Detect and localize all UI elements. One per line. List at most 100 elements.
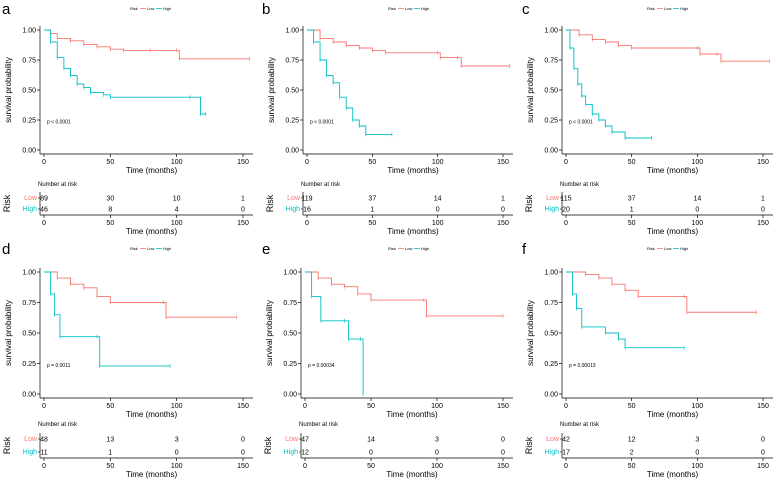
panel-letter: e [262, 241, 270, 258]
y-tick-label: 0.75 [283, 300, 297, 307]
risk-table-title: Number at risk [560, 422, 600, 428]
p-value: p = 0.00034 [308, 363, 335, 369]
risk-row-label-high: High [23, 449, 38, 456]
risk-value-low: 1 [761, 196, 765, 203]
risk-row-label-low: Low [285, 436, 299, 443]
y-tick-label: 0.25 [283, 361, 297, 368]
x-tick-label: 100 [432, 159, 444, 166]
y-tick-label: 0.25 [544, 118, 558, 125]
risk-value-low: 10 [173, 196, 181, 203]
risk-value-low: 37 [628, 196, 636, 203]
legend: Risk Low High [130, 6, 171, 11]
y-tick-label: 0.50 [285, 88, 299, 95]
x-axis-title: Time (months) [647, 166, 699, 175]
risk-value-low: 115 [560, 196, 571, 203]
p-value: p = 0.00013 [569, 363, 596, 369]
risk-value-low: 12 [628, 437, 636, 444]
risk-value-high: 0 [241, 207, 245, 214]
curve-low [307, 29, 510, 67]
risk-value-low: 47 [301, 437, 309, 444]
panel-letter: c [522, 1, 530, 18]
risk-x-tick-label: 0 [303, 463, 307, 470]
curve-low [44, 29, 250, 60]
y-tick-label: 0.00 [285, 148, 299, 155]
x-tick-label: 100 [171, 159, 183, 166]
risk-row-label-low: Low [546, 436, 560, 443]
risk-x-tick-label: 0 [42, 220, 46, 227]
y-tick-label: 0.75 [544, 58, 558, 65]
risk-value-high: 11 [40, 450, 47, 457]
risk-table-title: Number at risk [301, 182, 341, 188]
y-tick-label: 0.50 [22, 88, 36, 95]
legend-label-low: Low [405, 6, 412, 11]
curve-high [44, 271, 171, 367]
legend-label-low: Low [405, 246, 412, 251]
risk-x-axis-title: Time (months) [387, 227, 439, 236]
legend-title: Risk [388, 246, 396, 251]
legend: Risk Low High [647, 246, 688, 251]
risk-value-high: 1 [370, 207, 374, 214]
y-tick-label: 0.00 [544, 392, 558, 399]
legend: Risk Low High [647, 6, 688, 11]
risk-x-tick-label: 100 [171, 463, 183, 470]
y-tick-label: 0.75 [285, 58, 299, 65]
y-tick-label: 0.25 [22, 118, 36, 125]
risk-value-low: 3 [435, 437, 439, 444]
risk-value-high: 2 [630, 450, 634, 457]
risk-value-low: 89 [40, 196, 48, 203]
y-tick-label: 0.25 [22, 361, 36, 368]
risk-x-tick-label: 100 [171, 220, 183, 227]
panel-letter: d [2, 241, 10, 258]
risk-value-high: 0 [501, 450, 505, 457]
legend-title: Risk [647, 246, 655, 251]
risk-x-tick-label: 50 [628, 463, 636, 470]
y-tick-label: 0.75 [22, 300, 36, 307]
y-tick-label: 0.50 [22, 331, 36, 338]
risk-value-high: 0 [436, 207, 440, 214]
risk-value-high: 0 [241, 450, 245, 457]
risk-x-tick-label: 150 [497, 220, 509, 227]
legend-label-low: Low [147, 246, 154, 251]
y-axis-title: survival probability [265, 300, 274, 366]
p-value: p < 0.0001 [47, 120, 71, 126]
risk-value-high: 8 [108, 207, 112, 214]
risk-value-high: 0 [761, 207, 765, 214]
risk-table-title: Number at risk [299, 422, 339, 428]
risk-value-low: 0 [241, 437, 245, 444]
x-axis-title: Time (months) [386, 410, 438, 419]
x-tick-label: 0 [564, 403, 568, 410]
legend-label-low: Low [664, 246, 671, 251]
risk-x-tick-label: 100 [431, 463, 443, 470]
risk-x-axis-title: Time (months) [647, 227, 699, 236]
risk-value-low: 30 [106, 196, 114, 203]
risk-x-axis-title: Time (months) [647, 470, 699, 479]
risk-x-axis-title: Time (months) [126, 227, 178, 236]
legend-label-high: High [421, 6, 429, 11]
x-tick-label: 50 [628, 403, 636, 410]
panel-letter: f [522, 241, 527, 258]
x-tick-label: 150 [237, 403, 249, 410]
y-axis-title: survival probability [526, 57, 535, 123]
risk-row-label-high: High [545, 449, 560, 456]
x-tick-label: 100 [691, 403, 703, 410]
curve-high [566, 271, 685, 349]
y-tick-label: 0.00 [283, 392, 297, 399]
risk-value-high: 0 [501, 207, 505, 214]
risk-x-tick-label: 150 [237, 220, 249, 227]
p-value: p = 0.0011 [47, 363, 71, 369]
panel-letter: b [262, 1, 270, 18]
risk-x-tick-label: 100 [691, 463, 703, 470]
risk-table-title: Number at risk [38, 182, 78, 188]
risk-value-high: 0 [435, 450, 439, 457]
y-axis-title: survival probability [526, 300, 535, 366]
risk-value-low: 48 [40, 437, 48, 444]
x-tick-label: 150 [757, 403, 769, 410]
risk-axis-label: Risk [2, 194, 12, 212]
x-tick-label: 0 [42, 159, 46, 166]
y-tick-label: 1.00 [285, 28, 299, 35]
km-panel-e: e Risk Low High 0.00 0.25 0.50 0.75 1.00 0 50 100 15… [262, 241, 513, 479]
